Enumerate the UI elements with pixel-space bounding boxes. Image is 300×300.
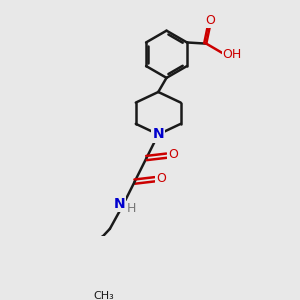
Text: O: O: [168, 148, 178, 161]
Text: CH₃: CH₃: [93, 291, 114, 300]
Text: OH: OH: [223, 47, 242, 61]
Text: N: N: [113, 197, 125, 211]
Text: N: N: [152, 128, 164, 141]
Text: O: O: [156, 172, 166, 184]
Text: H: H: [127, 202, 136, 214]
Text: O: O: [205, 14, 215, 26]
